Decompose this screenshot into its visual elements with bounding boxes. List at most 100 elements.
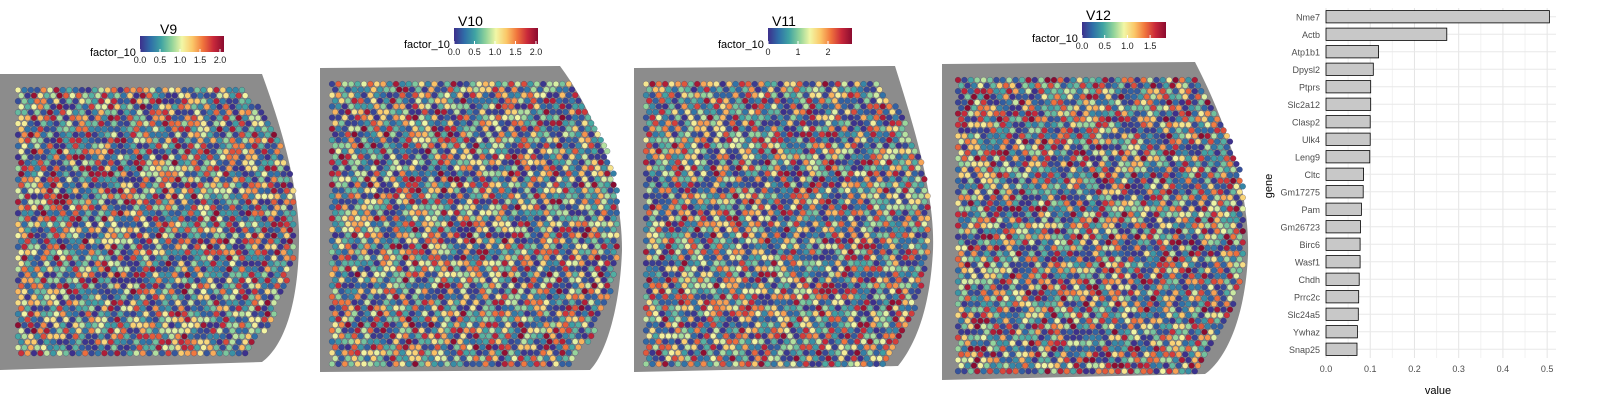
spatial-spot [435, 98, 441, 104]
spatial-spot [768, 98, 774, 104]
spatial-spot [368, 148, 374, 154]
spatial-spot [396, 210, 402, 216]
spatial-spot [44, 339, 50, 345]
spatial-spot [800, 109, 806, 115]
spatial-spot [384, 176, 390, 182]
spatial-spot [422, 244, 428, 250]
spatial-spot [457, 81, 463, 87]
spatial-spot [595, 288, 601, 294]
spatial-spot [489, 204, 495, 210]
spatial-spot [140, 250, 146, 256]
panel-title-v10: V10 [458, 13, 483, 29]
spatial-spot [659, 188, 665, 194]
spatial-spot [550, 176, 556, 182]
spatial-spot [25, 126, 31, 132]
spatial-spot [271, 244, 277, 250]
spatial-spot [332, 277, 338, 283]
spatial-spot [508, 316, 514, 322]
spatial-spot [819, 176, 825, 182]
spatial-spot [409, 154, 415, 160]
spatial-spot [182, 154, 188, 160]
spatial-spot [28, 266, 34, 272]
spatial-spot [281, 171, 287, 177]
spatial-spot [38, 328, 44, 334]
spatial-spot [108, 350, 114, 356]
spatial-spot [265, 199, 271, 205]
spatial-spot [806, 132, 812, 138]
spatial-spot [102, 182, 108, 188]
spatial-spot [524, 120, 530, 126]
spatial-spot [364, 165, 370, 171]
spatial-spot [521, 126, 527, 132]
spatial-spot [544, 277, 550, 283]
spatial-spot [166, 93, 172, 99]
spatial-spot [547, 283, 553, 289]
spatial-spot [582, 311, 588, 317]
spatial-spot [134, 328, 140, 334]
spatial-spot [810, 126, 816, 132]
spatial-spot [329, 104, 335, 110]
spatial-spot [537, 165, 543, 171]
spatial-spot [194, 121, 200, 127]
spatial-spot [355, 361, 361, 367]
spatial-spot [210, 328, 216, 334]
spatial-spot [806, 165, 812, 171]
spatial-spot [380, 294, 386, 300]
spatial-spot [441, 288, 447, 294]
spatial-spot [82, 160, 88, 166]
spatial-spot [432, 126, 438, 132]
spatial-spot [178, 328, 184, 334]
spatial-spot [41, 210, 47, 216]
spatial-spot [560, 238, 566, 244]
spatial-spot [169, 322, 175, 328]
spatial-spot [553, 148, 559, 154]
spatial-spot [682, 104, 688, 110]
spatial-spot [38, 126, 44, 132]
spatial-spot [438, 92, 444, 98]
spatial-spot [76, 216, 82, 222]
spatial-spot [352, 356, 358, 362]
spatial-spot [444, 182, 450, 188]
spatial-spot [182, 289, 188, 295]
spatial-spot [531, 143, 537, 149]
spatial-spot [576, 143, 582, 149]
spatial-spot [358, 311, 364, 317]
spatial-spot [422, 322, 428, 328]
spatial-spot [499, 244, 505, 250]
spatial-spot [540, 104, 546, 110]
spatial-spot [387, 350, 393, 356]
spatial-spot [576, 188, 582, 194]
spatial-spot [553, 81, 559, 87]
spatial-spot [454, 143, 460, 149]
spatial-spot [601, 221, 607, 227]
spatial-spot [582, 143, 588, 149]
spatial-spot [579, 283, 585, 289]
spatial-spot [169, 143, 175, 149]
spatial-spot [403, 322, 409, 328]
spatial-spot [191, 261, 197, 267]
spatial-spot [127, 238, 133, 244]
spatial-spot [787, 143, 793, 149]
spatial-spot [460, 154, 466, 160]
spatial-spot [172, 93, 178, 99]
spatial-spot [70, 350, 76, 356]
spatial-spot [428, 300, 434, 306]
spatial-spot [274, 227, 280, 233]
spatial-spot [166, 283, 172, 289]
spatial-spot [553, 126, 559, 132]
spatial-spot [480, 311, 486, 317]
spatial-spot [236, 104, 242, 110]
spatial-spot [912, 171, 918, 177]
spatial-spot [880, 171, 886, 177]
spatial-spot [336, 260, 342, 266]
spatial-spot [861, 160, 867, 166]
spatial-spot [588, 277, 594, 283]
spatial-spot [672, 176, 678, 182]
spatial-spot [720, 126, 726, 132]
spatial-spot [588, 266, 594, 272]
spatial-spot [528, 137, 534, 143]
spatial-spot [38, 160, 44, 166]
spatial-spot [246, 289, 252, 295]
spatial-spot [685, 176, 691, 182]
spatial-spot [435, 266, 441, 272]
